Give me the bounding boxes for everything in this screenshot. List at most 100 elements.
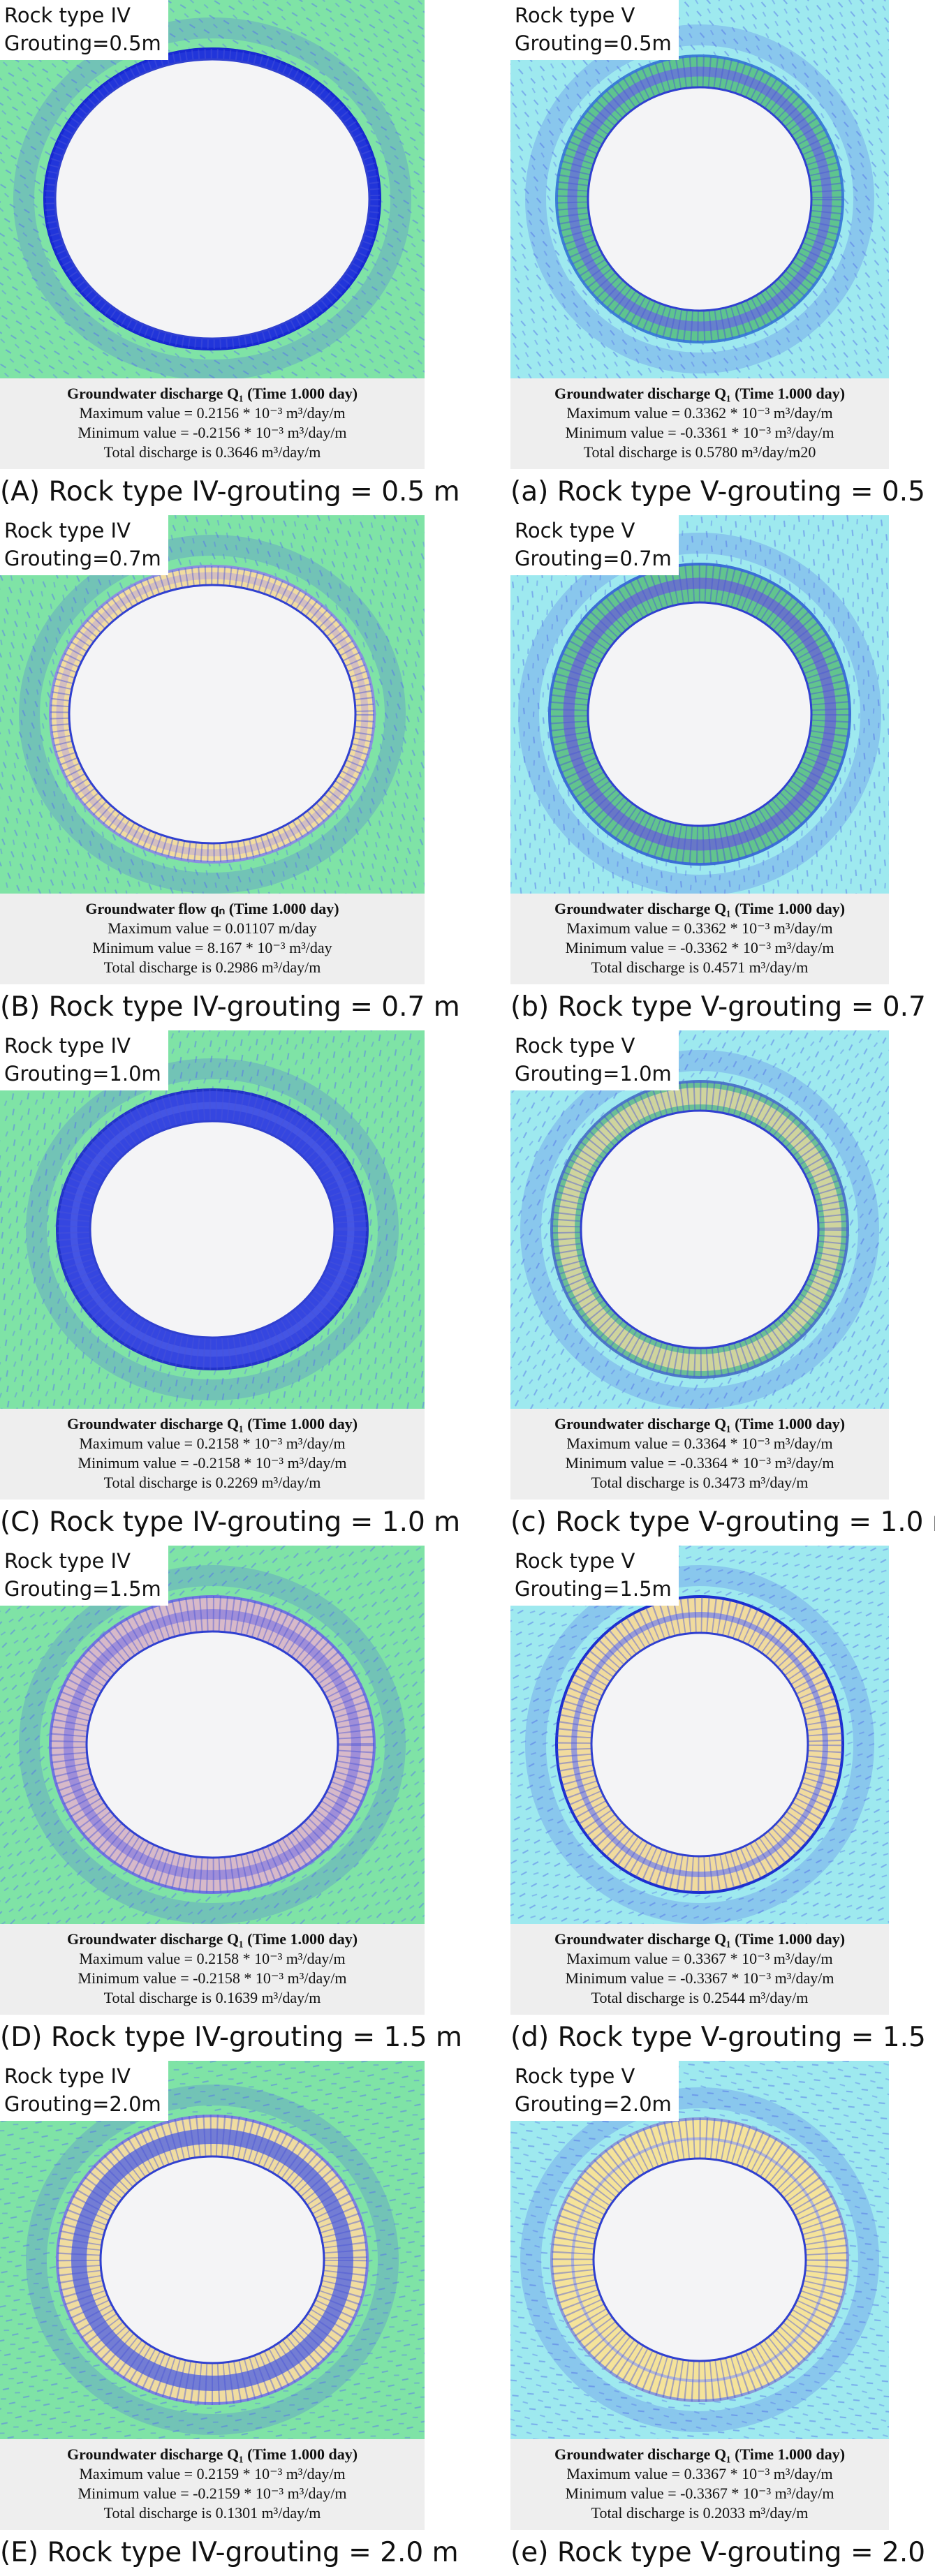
caption-min: Minimum value = -0.3367 * 10⁻³ m³/day/m (565, 2485, 834, 2502)
ring-hatch (50, 566, 374, 862)
ring-hatch (552, 2117, 848, 2402)
caption-max: Maximum value = 0.3362 * 10⁻³ m³/day/m (566, 404, 833, 422)
ring-band (64, 1609, 361, 1880)
panel-tag: Rock type IV Grouting=0.5m (0, 0, 168, 60)
caption-title: Groundwater discharge Q₁ (Time 1.000 day… (66, 2445, 358, 2463)
halo (518, 533, 881, 894)
caption-min: Minimum value = -0.2156 * 10⁻³ m³/day/m (78, 424, 347, 441)
rock-type: Rock type IV (4, 1549, 131, 1573)
halo (520, 2087, 879, 2432)
panel-label: (e) Rock type V-grouting = 2.0 m (510, 2537, 935, 2568)
panel-tag: Rock type V Grouting=1.5m (510, 1546, 679, 1606)
panel-tag: Rock type IV Grouting=1.0m (0, 1030, 168, 1090)
grouting: Grouting=0.7m (4, 547, 161, 570)
figure-panel: Rock type IV Grouting=2.0m Groundwater dis… (0, 2061, 459, 2576)
grouting: Grouting=1.0m (515, 1062, 672, 1086)
figure-panel: Rock type IV Grouting=0.5m Groundwater dis… (0, 0, 460, 515)
panel-label: (C) Rock type IV-grouting = 1.0 m (0, 1507, 461, 1538)
rock-type: Rock type V (515, 1034, 635, 1058)
caption-box: Groundwater discharge Q₁ (Time 1.000 day… (510, 378, 889, 469)
caption-min: Minimum value = -0.3362 * 10⁻³ m³/day/m (565, 939, 834, 956)
panel-label: (A) Rock type IV-grouting = 0.5 m (0, 476, 460, 508)
panel-label: (c) Rock type V-grouting = 1.0 m (510, 1507, 935, 1538)
caption-total: Total discharge is 0.5780 m³/day/m20 (583, 443, 816, 461)
panel-label: (d) Rock type V-grouting = 1.5 m (510, 2022, 935, 2053)
tunnel (89, 1120, 336, 1339)
ring-hatch (552, 1081, 848, 1377)
grouting: Grouting=1.5m (4, 1577, 161, 1601)
grouting: Grouting=0.7m (515, 547, 672, 570)
caption-title: Groundwater discharge Q₁ (Time 1.000 day… (554, 1930, 846, 1948)
simulation-image (510, 1546, 889, 1924)
caption-min: Minimum value = -0.2158 * 10⁻³ m³/day/m (78, 1969, 347, 1987)
halo (520, 1050, 879, 1409)
ring-band (70, 1102, 355, 1357)
grouting: Grouting=1.0m (4, 1062, 161, 1086)
caption-title: Groundwater discharge Q₁ (Time 1.000 day… (554, 900, 846, 917)
caption-max: Maximum value = 0.01107 m/day (108, 919, 317, 937)
caption-total: Total discharge is 0.2033 m³/day/m (591, 2504, 809, 2522)
halo (19, 535, 406, 894)
halo (26, 1058, 399, 1400)
caption-max: Maximum value = 0.2159 * 10⁻³ m³/day/m (79, 2465, 346, 2482)
caption-min: Minimum value = -0.2158 * 10⁻³ m³/day/m (78, 1454, 347, 1472)
ring-hatch (557, 56, 843, 342)
halo (26, 2085, 399, 2435)
caption-total: Total discharge is 0.2269 m³/day/m (103, 1474, 321, 1491)
caption-max: Maximum value = 0.3362 * 10⁻³ m³/day/m (566, 919, 833, 937)
ring-band (43, 47, 381, 350)
halo (13, 17, 411, 378)
ring-band (558, 1088, 841, 1371)
panel-tag: Rock type IV Grouting=1.5m (0, 1546, 168, 1606)
panel-label: (b) Rock type V-grouting = 0.7 m (510, 991, 935, 1023)
ring-hatch (57, 1089, 367, 1370)
caption-max: Maximum value = 0.2156 * 10⁻³ m³/day/m (79, 404, 346, 422)
simulation-image (0, 515, 425, 894)
simulation-image (0, 1546, 425, 1924)
simulation-image (510, 2061, 889, 2439)
caption-total: Total discharge is 0.3473 m³/day/m (591, 1474, 809, 1491)
ring-band (567, 66, 832, 332)
caption-total: Total discharge is 0.2544 m³/day/m (591, 1989, 809, 2006)
caption-box: Groundwater discharge Q₁ (Time 1.000 day… (0, 378, 425, 469)
rock-type: Rock type IV (4, 2064, 131, 2088)
tunnel (99, 2155, 325, 2364)
grouting: Grouting=2.0m (515, 2092, 672, 2116)
grouting: Grouting=0.5m (515, 31, 672, 55)
ring-hatch (45, 49, 380, 349)
rock-type: Rock type IV (4, 3, 131, 27)
caption-box: Groundwater discharge Q₁ (Time 1.000 day… (510, 1409, 889, 1500)
grouting: Grouting=0.5m (4, 31, 161, 55)
ring-band (56, 572, 369, 857)
caption-max: Maximum value = 0.2158 * 10⁻³ m³/day/m (79, 1435, 346, 1452)
panel-label: (E) Rock type IV-grouting = 2.0 m (0, 2537, 459, 2568)
figure-panel: Rock type V Grouting=2.0m Groundwater disc… (510, 2061, 935, 2576)
panel-tag: Rock type V Grouting=2.0m (510, 2061, 679, 2121)
caption-total: Total discharge is 0.1301 m³/day/m (103, 2504, 321, 2522)
caption-title: Groundwater discharge Q₁ (Time 1.000 day… (66, 385, 358, 402)
caption-max: Maximum value = 0.3364 * 10⁻³ m³/day/m (566, 1435, 833, 1452)
rock-type: Rock type V (515, 3, 635, 27)
simulation-image (510, 1030, 889, 1409)
tunnel (85, 1630, 339, 1859)
caption-min: Minimum value = -0.3364 * 10⁻³ m³/day/m (565, 1454, 834, 1472)
ring-band (563, 577, 837, 851)
caption-total: Total discharge is 0.3646 m³/day/m (103, 443, 321, 461)
panel-label: (D) Rock type IV-grouting = 1.5 m (0, 2022, 462, 2053)
tunnel (54, 58, 371, 340)
caption-box: Groundwater discharge Q₁ (Time 1.000 day… (510, 2439, 889, 2530)
caption-total: Total discharge is 0.2986 m³/day/m (103, 958, 321, 976)
caption-title: Groundwater discharge Q₁ (Time 1.000 day… (66, 1930, 358, 1948)
tunnel (587, 86, 813, 312)
figure-panel: Rock type V Grouting=0.7m Groundwater disc… (510, 515, 935, 1030)
figure-panel: Rock type V Grouting=1.5m Groundwater disc… (510, 1546, 935, 2061)
grouting: Grouting=1.5m (515, 1577, 672, 1601)
caption-min: Minimum value = -0.3367 * 10⁻³ m³/day/m (565, 1969, 834, 1987)
caption-total: Total discharge is 0.4571 m³/day/m (591, 958, 809, 976)
caption-box: Groundwater discharge Q₁ (Time 1.000 day… (0, 2439, 425, 2530)
tunnel (580, 1109, 820, 1349)
panel-tag: Rock type IV Grouting=0.7m (0, 515, 168, 575)
figure-panel: Rock type IV Grouting=0.7m Groundwater flo… (0, 515, 460, 1030)
figure-panel: Rock type V Grouting=1.0m Groundwater disc… (510, 1030, 935, 1546)
tunnel (68, 584, 357, 845)
